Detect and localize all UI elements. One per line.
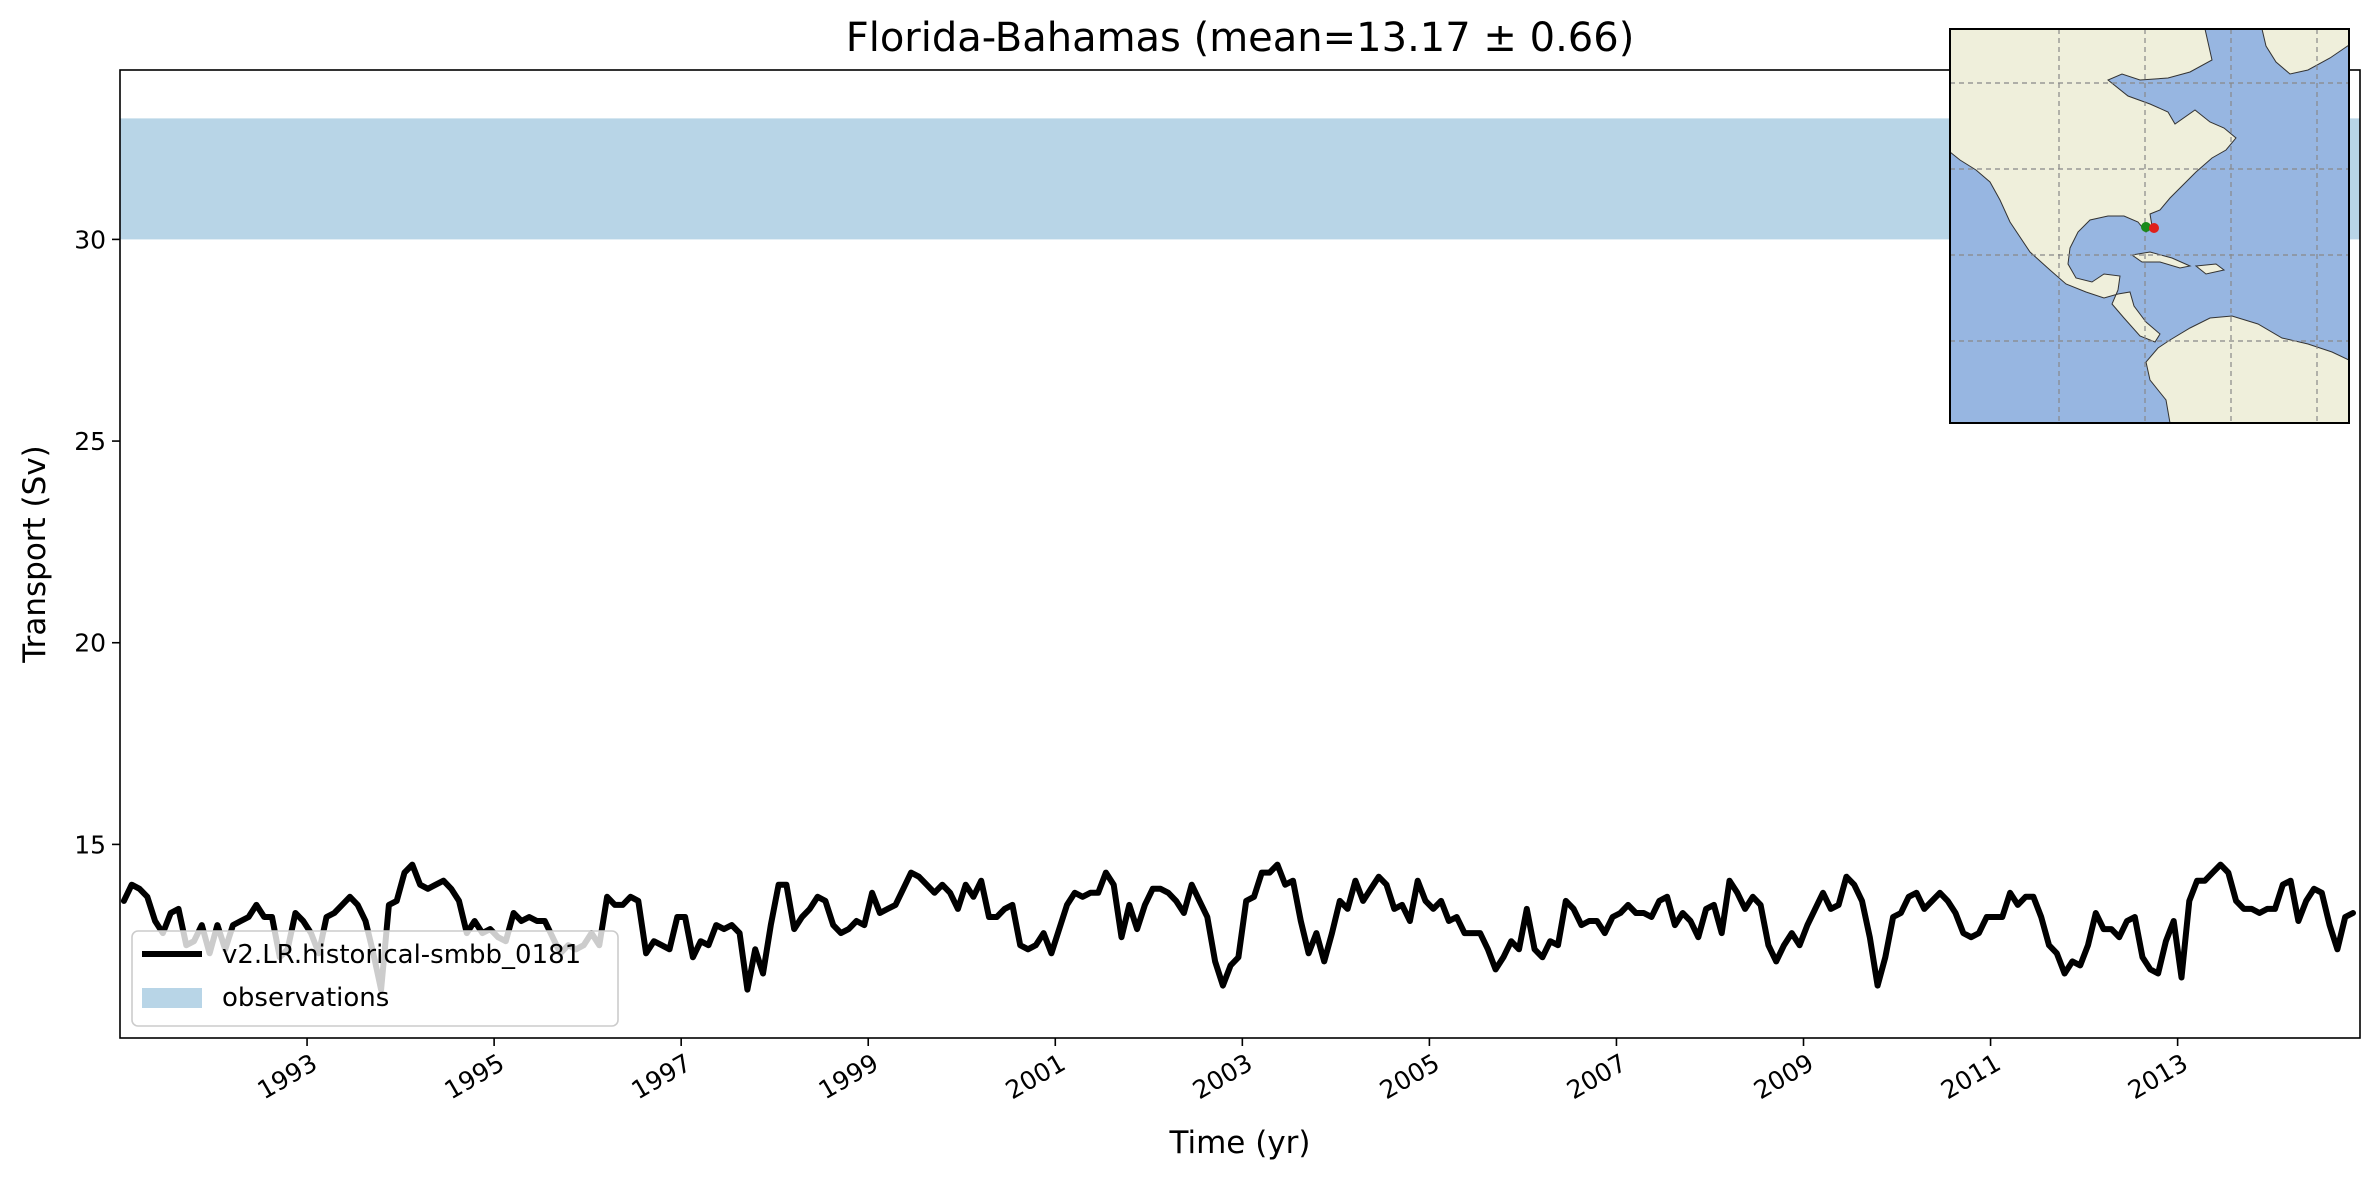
map-land-cuba: [2130, 251, 2192, 269]
x-tick-label-2009: 2009: [1749, 1048, 1819, 1105]
map-land-hispaniola: [2194, 263, 2226, 275]
y-tick-label-15: 15: [74, 830, 106, 859]
map-land-north-america: [1950, 29, 2237, 343]
x-tick-label-1997: 1997: [627, 1048, 697, 1105]
x-tick-label-2013: 2013: [2123, 1048, 2193, 1105]
legend-observations-label: observations: [222, 983, 389, 1013]
map-land-greenland: [2261, 29, 2349, 75]
chart-title: Florida-Bahamas (mean=13.17 ± 0.66): [846, 15, 1635, 61]
legend-box: [131, 930, 619, 1027]
inset-map: [1950, 29, 2349, 423]
x-tick-label-2005: 2005: [1375, 1048, 1445, 1105]
plot-frame: [119, 69, 2361, 1039]
x-tick-label-1995: 1995: [440, 1048, 510, 1105]
y-tick-label-20: 20: [74, 629, 106, 658]
x-tick-label-2003: 2003: [1188, 1048, 1258, 1105]
map-marker-green: [2141, 222, 2151, 232]
inset-map-frame: [1949, 28, 2350, 424]
y-tick-label-30: 30: [74, 225, 106, 254]
x-tick-label-2001: 2001: [1001, 1048, 1071, 1105]
x-axis-label: Time (yr): [1169, 1125, 1311, 1161]
y-axis-label: Transport (Sv): [17, 445, 53, 664]
x-tick-label-1993: 1993: [252, 1048, 322, 1105]
legend-band-swatch: [142, 988, 202, 1008]
map-marker-red: [2149, 223, 2159, 233]
y-tick-label-25: 25: [74, 427, 106, 456]
x-tick-label-2007: 2007: [1562, 1048, 1632, 1105]
map-gridlines: [1950, 29, 2349, 423]
legend: v2.LR.historical-smbb_0181 observations: [131, 930, 619, 1027]
x-tick-label-1999: 1999: [814, 1048, 884, 1105]
x-tick-label-2011: 2011: [1936, 1048, 2006, 1105]
map-land-south-america: [2145, 315, 2349, 423]
legend-series-label: v2.LR.historical-smbb_0181: [222, 940, 581, 970]
